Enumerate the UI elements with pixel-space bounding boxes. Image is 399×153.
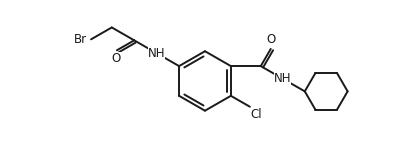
Text: NH: NH <box>274 72 291 85</box>
Text: NH: NH <box>148 47 166 60</box>
Text: Cl: Cl <box>251 108 263 121</box>
Text: O: O <box>267 34 276 47</box>
Text: O: O <box>111 52 120 65</box>
Text: Br: Br <box>74 33 87 46</box>
